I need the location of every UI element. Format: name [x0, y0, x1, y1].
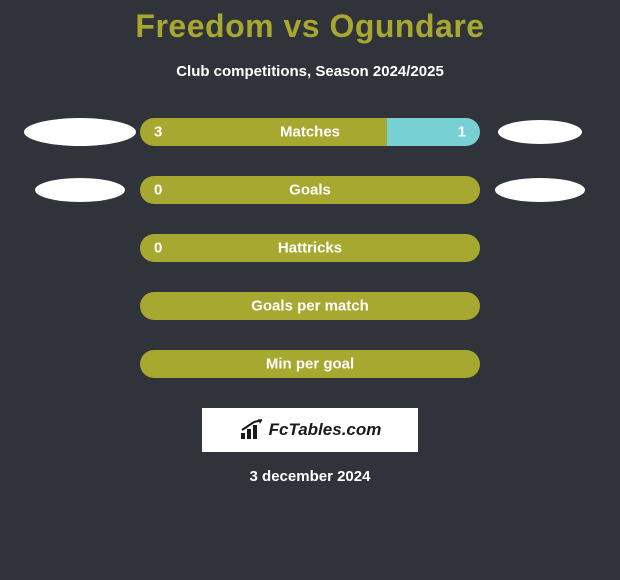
stat-row: Matches 3 1 [0, 118, 620, 146]
bar-label: Hattricks [278, 240, 342, 257]
stat-bar: Goals per match [140, 292, 480, 320]
right-ellipse [495, 178, 585, 202]
brand-text: FcTables.com [269, 420, 382, 440]
brand-box: FcTables.com [202, 408, 418, 452]
bar-segment-left [140, 118, 387, 146]
bar-value-right: 1 [458, 124, 466, 141]
bar-value-left: 0 [154, 182, 162, 199]
right-side [480, 178, 600, 202]
page-title: Freedom vs Ogundare [0, 0, 620, 45]
right-side [480, 120, 600, 144]
stat-rows-container: Matches 3 1 Goals 0 Hattricks 0 Goals per match… [0, 118, 620, 378]
bar-label: Goals per match [251, 298, 369, 315]
bar-label: Goals [289, 182, 331, 199]
stat-bar: Matches 3 1 [140, 118, 480, 146]
stat-bar: Hattricks 0 [140, 234, 480, 262]
bar-value-left: 3 [154, 124, 162, 141]
left-side [20, 178, 140, 202]
date-text: 3 december 2024 [0, 468, 620, 485]
stat-row: Goals per match [0, 292, 620, 320]
bar-label: Min per goal [266, 356, 354, 373]
right-ellipse [498, 120, 582, 144]
stat-bar: Goals 0 [140, 176, 480, 204]
stat-bar: Min per goal [140, 350, 480, 378]
bar-label: Matches [280, 124, 340, 141]
stat-row: Goals 0 [0, 176, 620, 204]
page-subtitle: Club competitions, Season 2024/2025 [0, 63, 620, 80]
stat-row: Hattricks 0 [0, 234, 620, 262]
left-ellipse [24, 118, 136, 146]
left-side [20, 118, 140, 146]
left-ellipse [35, 178, 125, 202]
stat-row: Min per goal [0, 350, 620, 378]
brand-chart-icon [239, 419, 265, 441]
bar-value-left: 0 [154, 240, 162, 257]
